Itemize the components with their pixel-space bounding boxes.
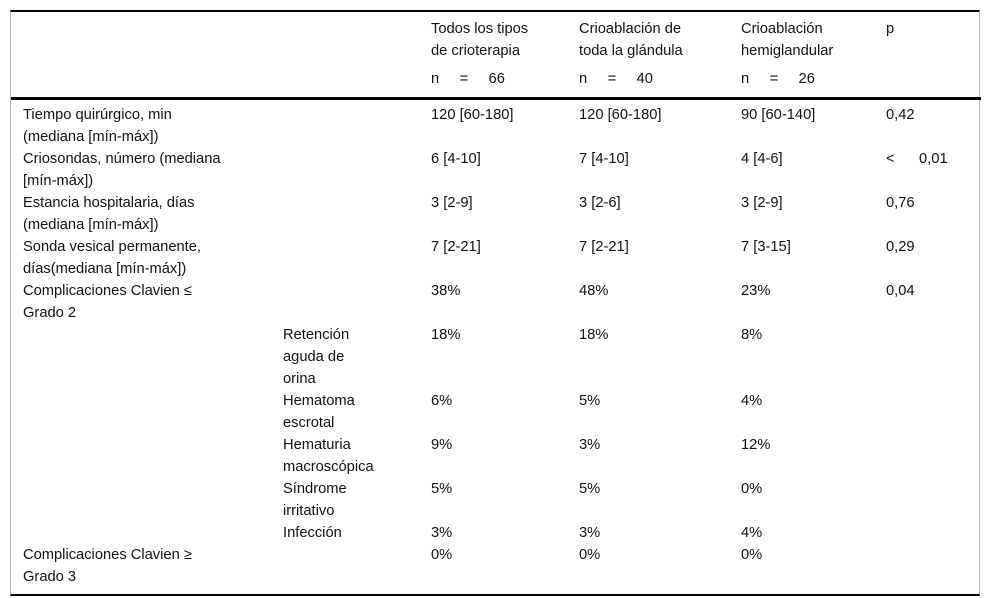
row-label bbox=[11, 478, 283, 522]
row-sublabel bbox=[283, 99, 431, 149]
column-header-whole-gland: Crioablación de toda la glándula n = 40 bbox=[579, 12, 741, 99]
results-table-frame: Todos los tipos de crioterapia n = 66 Cr… bbox=[10, 10, 981, 596]
value-cell-all-types: 9% bbox=[431, 437, 453, 453]
row-label: Criosondas, número (mediana [mín-máx]) bbox=[23, 151, 221, 189]
value-cell-hemigland: 90 [60-140] bbox=[741, 107, 816, 123]
value-cell-all-types: 6% bbox=[431, 393, 453, 409]
table-row: Complicaciones Clavien ≤ Grado 2 38% 48%… bbox=[11, 280, 981, 324]
value-cell-hemigland: 23% bbox=[741, 283, 771, 299]
value-cell-whole-gland: 5% bbox=[579, 481, 601, 497]
p-value-cell: 0,42 bbox=[886, 107, 915, 123]
row-label bbox=[11, 324, 283, 390]
row-sublabel: Hematuria macroscópica bbox=[283, 437, 374, 475]
value-cell-whole-gland: 5% bbox=[579, 393, 601, 409]
table-row: Retención aguda de orina 18% 18% 8% bbox=[11, 324, 981, 390]
value-cell-hemigland: 0% bbox=[741, 481, 763, 497]
value-cell-whole-gland: 18% bbox=[579, 327, 609, 343]
value-cell-whole-gland: 0% bbox=[579, 547, 601, 563]
value-cell-hemigland: 0% bbox=[741, 547, 763, 563]
row-sublabel: Síndrome irritativo bbox=[283, 481, 347, 519]
row-sublabel: Infección bbox=[283, 525, 342, 541]
p-value-cell: 0,76 bbox=[886, 195, 915, 211]
column-header-hemigland-title: Crioablación hemiglandular bbox=[741, 21, 834, 59]
value-cell-all-types: 6 [4-10] bbox=[431, 151, 481, 167]
table-row: Sonda vesical permanente, días(mediana [… bbox=[11, 236, 981, 280]
value-cell-all-types: 3% bbox=[431, 525, 453, 541]
value-cell-whole-gland: 3 [2-6] bbox=[579, 195, 621, 211]
value-cell-whole-gland: 3% bbox=[579, 525, 601, 541]
value-cell-hemigland: 4 [4-6] bbox=[741, 151, 783, 167]
value-cell-hemigland: 4% bbox=[741, 393, 763, 409]
column-header-all-types: Todos los tipos de crioterapia n = 66 bbox=[431, 12, 579, 99]
row-sublabel bbox=[283, 544, 431, 594]
row-sublabel: Retención aguda de orina bbox=[283, 327, 350, 387]
column-header-hemigland: Crioablación hemiglandular n = 26 bbox=[741, 12, 886, 99]
p-value-cell bbox=[886, 478, 981, 522]
value-cell-whole-gland: 48% bbox=[579, 283, 609, 299]
row-label: Tiempo quirúrgico, min (mediana [mín-máx… bbox=[23, 107, 172, 145]
p-value-cell bbox=[886, 434, 981, 478]
cryotherapy-results-table: Todos los tipos de crioterapia n = 66 Cr… bbox=[11, 12, 981, 594]
row-sublabel bbox=[283, 148, 431, 192]
p-value-cell bbox=[886, 390, 981, 434]
value-cell-whole-gland: 120 [60-180] bbox=[579, 107, 662, 123]
table-row: Síndrome irritativo 5% 5% 0% bbox=[11, 478, 981, 522]
row-label: Sonda vesical permanente, días(mediana [… bbox=[23, 239, 201, 277]
column-header-all-types-title: Todos los tipos de crioterapia bbox=[431, 21, 529, 59]
table-row: Complicaciones Clavien ≥ Grado 3 0% 0% 0… bbox=[11, 544, 981, 594]
value-cell-whole-gland: 7 [2-21] bbox=[579, 239, 629, 255]
value-cell-hemigland: 12% bbox=[741, 437, 771, 453]
value-cell-whole-gland: 3% bbox=[579, 437, 601, 453]
value-cell-hemigland: 4% bbox=[741, 525, 763, 541]
p-value-cell bbox=[886, 544, 981, 594]
row-label: Complicaciones Clavien ≥ Grado 3 bbox=[23, 547, 192, 585]
value-cell-all-types: 5% bbox=[431, 481, 453, 497]
table-row: Estancia hospitalaria, días (mediana [mí… bbox=[11, 192, 981, 236]
value-cell-all-types: 7 [2-21] bbox=[431, 239, 481, 255]
value-cell-hemigland: 3 [2-9] bbox=[741, 195, 783, 211]
column-header-all-types-n: n = 66 bbox=[431, 71, 505, 87]
value-cell-hemigland: 8% bbox=[741, 327, 763, 343]
header-sublabel-spacer bbox=[283, 12, 431, 99]
p-value-cell bbox=[886, 324, 981, 390]
row-sublabel: Hematoma escrotal bbox=[283, 393, 355, 431]
row-label: Complicaciones Clavien ≤ Grado 2 bbox=[23, 283, 192, 321]
row-label: Estancia hospitalaria, días (mediana [mí… bbox=[23, 195, 195, 233]
row-label bbox=[11, 522, 283, 544]
table-row: Hematuria macroscópica 9% 3% 12% bbox=[11, 434, 981, 478]
column-header-hemigland-n: n = 26 bbox=[741, 71, 815, 87]
row-sublabel bbox=[283, 236, 431, 280]
row-label bbox=[11, 390, 283, 434]
value-cell-whole-gland: 7 [4-10] bbox=[579, 151, 629, 167]
column-header-whole-gland-n: n = 40 bbox=[579, 71, 653, 87]
row-label bbox=[11, 434, 283, 478]
table-row: Tiempo quirúrgico, min (mediana [mín-máx… bbox=[11, 99, 981, 149]
value-cell-all-types: 120 [60-180] bbox=[431, 107, 514, 123]
header-rowlabel-spacer bbox=[11, 12, 283, 99]
table-row: Criosondas, número (mediana [mín-máx]) 6… bbox=[11, 148, 981, 192]
table-row: Hematoma escrotal 6% 5% 4% bbox=[11, 390, 981, 434]
value-cell-all-types: 0% bbox=[431, 547, 453, 563]
value-cell-hemigland: 7 [3-15] bbox=[741, 239, 791, 255]
column-header-p: p bbox=[886, 21, 895, 37]
value-cell-all-types: 18% bbox=[431, 327, 461, 343]
value-cell-all-types: 38% bbox=[431, 283, 461, 299]
p-value-cell: < 0,01 bbox=[886, 151, 948, 167]
table-row: Infección 3% 3% 4% bbox=[11, 522, 981, 544]
column-header-whole-gland-title: Crioablación de toda la glándula bbox=[579, 21, 683, 59]
row-sublabel bbox=[283, 192, 431, 236]
value-cell-all-types: 3 [2-9] bbox=[431, 195, 473, 211]
row-sublabel bbox=[283, 280, 431, 324]
p-value-cell: 0,04 bbox=[886, 283, 915, 299]
header-row: Todos los tipos de crioterapia n = 66 Cr… bbox=[11, 12, 981, 99]
p-value-cell bbox=[886, 522, 981, 544]
p-value-cell: 0,29 bbox=[886, 239, 915, 255]
